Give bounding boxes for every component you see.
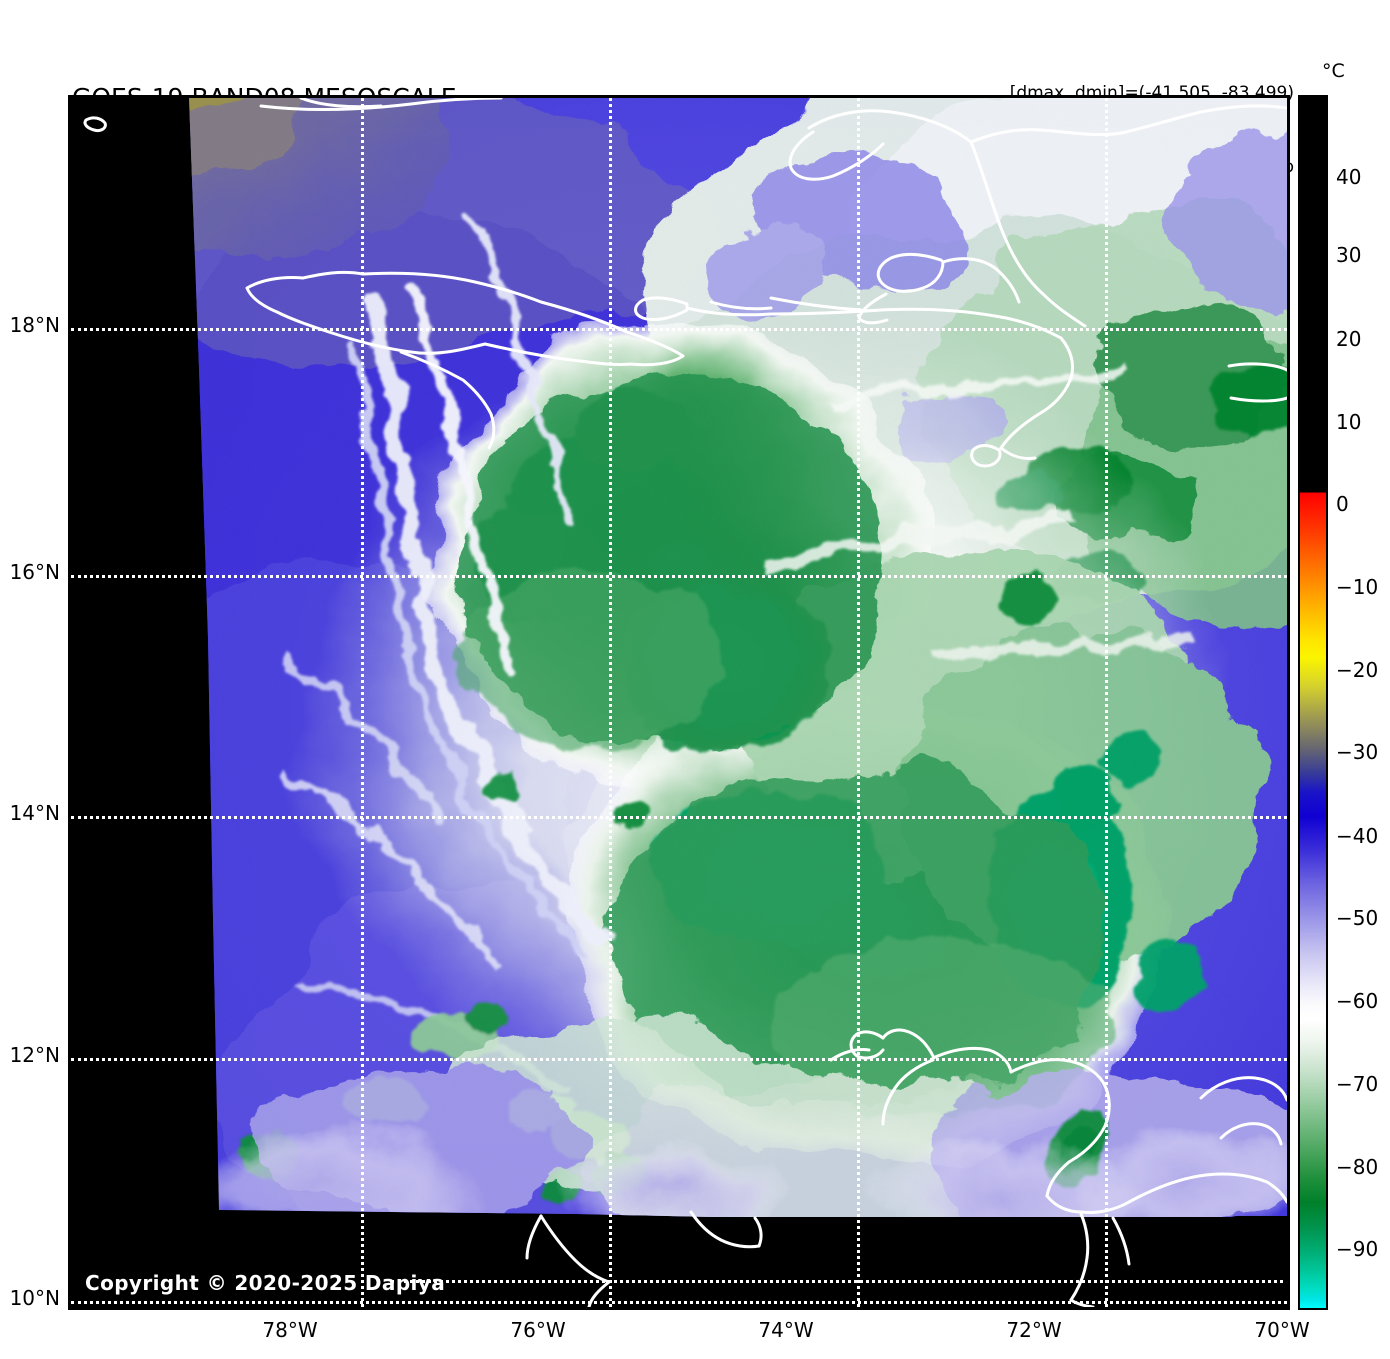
- colorbar-tick-neg30: −30: [1336, 740, 1379, 764]
- colorbar-tick-neg60: −60: [1336, 989, 1379, 1013]
- colorbar-tick-neg80: −80: [1336, 1155, 1379, 1179]
- ytick-label-18n: 18°N: [9, 313, 60, 337]
- colorbar-tick-neg90: −90: [1336, 1237, 1379, 1261]
- xtick-label-74w: 74°W: [758, 1318, 814, 1342]
- colorbar-tick-neg70: −70: [1336, 1072, 1379, 1096]
- ytick-label-12n: 12°N: [9, 1043, 60, 1067]
- xtick-label-76w: 76°W: [510, 1318, 566, 1342]
- satellite-imagery: [71, 98, 1287, 1307]
- copyright-dotted-rule: [391, 1280, 1283, 1283]
- xtick-label-70w: 70°W: [1254, 1318, 1310, 1342]
- colorbar-tick-neg40: −40: [1336, 824, 1379, 848]
- copyright-label: Copyright © 2020-2025 Dapiya: [85, 1271, 446, 1295]
- ytick-label-16n: 16°N: [9, 560, 60, 584]
- colorbar-tick-30: 30: [1336, 243, 1362, 267]
- colorbar-tick-neg10: −10: [1336, 575, 1379, 599]
- colorbar-tick-neg20: −20: [1336, 658, 1379, 682]
- xtick-label-78w: 78°W: [262, 1318, 318, 1342]
- xtick-label-72w: 72°W: [1006, 1318, 1062, 1342]
- ytick-label-14n: 14°N: [9, 801, 60, 825]
- colorbar-tick-0: 0: [1336, 492, 1349, 516]
- colorbar-tick-neg50: −50: [1336, 906, 1379, 930]
- ytick-label-10n: 10°N: [9, 1286, 60, 1310]
- colorbar[interactable]: [1298, 95, 1328, 1310]
- plot-inner: Copyright © 2020-2025 Dapiya: [71, 98, 1287, 1307]
- satellite-image-plot[interactable]: Copyright © 2020-2025 Dapiya: [68, 95, 1290, 1310]
- colorbar-tick-20: 20: [1336, 327, 1362, 351]
- colorbar-unit-label: °C: [1322, 60, 1345, 82]
- colorbar-tick-10: 10: [1336, 410, 1362, 434]
- colorbar-tick-40: 40: [1336, 165, 1362, 189]
